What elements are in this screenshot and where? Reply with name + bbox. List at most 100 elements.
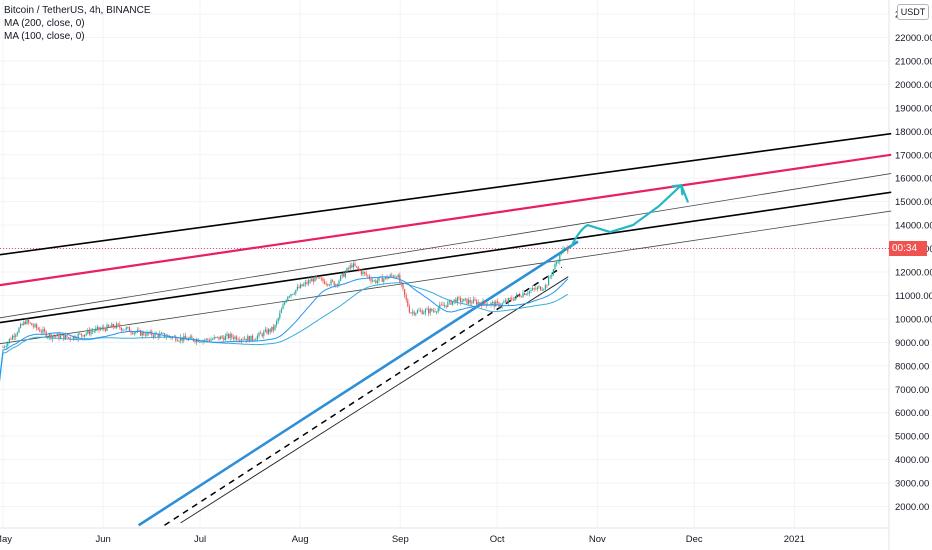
candle-body xyxy=(551,274,553,277)
candle-body xyxy=(24,321,26,325)
candle-body xyxy=(373,280,375,282)
candle-body xyxy=(53,336,55,337)
trendline-red-line[interactable] xyxy=(0,153,892,287)
ma100-label[interactable]: MA (100, close, 0) xyxy=(4,31,85,42)
trendline-channel-mid[interactable] xyxy=(0,191,892,324)
time-tick-label: Aug xyxy=(292,534,309,545)
candle-body xyxy=(322,278,324,282)
candle-body xyxy=(444,305,446,307)
ma100-line xyxy=(0,276,569,380)
candle-body xyxy=(143,331,145,335)
candle-body xyxy=(29,322,31,324)
candle-body xyxy=(312,278,314,282)
time-tick-label: May xyxy=(0,534,12,545)
candle-body xyxy=(448,300,450,302)
candle-body xyxy=(125,327,127,330)
price-tick-label: 7000.00 xyxy=(895,385,929,396)
candle-body xyxy=(394,276,396,278)
candle-body xyxy=(383,278,385,282)
candle-body xyxy=(200,341,202,343)
trendline-dashed-support[interactable] xyxy=(164,266,563,526)
candle-body xyxy=(439,304,441,309)
candle-body xyxy=(287,296,289,301)
candle-body xyxy=(284,302,286,305)
trendline-upper-thin[interactable] xyxy=(0,173,892,319)
candle-body xyxy=(405,295,407,300)
candle-body xyxy=(85,333,87,335)
candle-body xyxy=(242,339,244,341)
symbol-title[interactable]: Bitcoin / TetherUS, 4h, BINANCE xyxy=(4,5,151,16)
candle-body xyxy=(479,302,481,304)
price-tick-label: 5000.00 xyxy=(895,432,929,443)
candle-body xyxy=(352,263,354,268)
candle-body xyxy=(128,327,130,332)
candle-body xyxy=(314,276,316,282)
price-axis[interactable]: 2000.00 3000.00 4000.00 5000.00 6000.00 7000.… xyxy=(895,10,932,513)
candle-body xyxy=(452,301,454,305)
trendline-thin-support[interactable] xyxy=(180,276,569,524)
candle-body xyxy=(522,292,524,297)
candle-body xyxy=(330,280,332,285)
candle-body xyxy=(338,280,340,285)
candle-body xyxy=(351,265,353,268)
candle-body xyxy=(320,278,322,280)
candle-body xyxy=(391,274,393,276)
candle-body xyxy=(535,288,537,290)
trendlines[interactable] xyxy=(0,132,892,527)
candle-body xyxy=(132,332,134,334)
candle-body xyxy=(213,337,215,340)
candle-body xyxy=(544,285,546,290)
candle-body xyxy=(319,277,321,279)
candle-body xyxy=(228,333,230,339)
candle-body xyxy=(234,336,236,339)
candle-body xyxy=(244,338,246,340)
candle-body xyxy=(392,275,394,278)
projection-curve[interactable] xyxy=(570,184,683,248)
trendline-blue-trend[interactable] xyxy=(137,240,579,527)
candle-body xyxy=(191,336,193,339)
currency-badge[interactable]: USDT xyxy=(897,4,929,20)
candle-body xyxy=(26,319,28,325)
candle-body xyxy=(471,302,473,304)
time-axis[interactable]: May Jun Jul Aug Sep Oct Nov Dec 2021 xyxy=(0,534,805,545)
projection-arrowhead[interactable] xyxy=(671,184,684,196)
candle-body xyxy=(493,302,495,307)
ma200-label[interactable]: MA (200, close, 0) xyxy=(4,18,85,29)
candle-body xyxy=(464,298,466,300)
candle-body xyxy=(503,302,505,304)
candle-body xyxy=(447,301,449,307)
candle-body xyxy=(60,335,62,339)
candle-body xyxy=(477,302,479,305)
candle-body xyxy=(389,274,391,278)
candle-body xyxy=(255,339,257,341)
candle-body xyxy=(506,300,508,303)
trendline-channel-top[interactable] xyxy=(0,132,892,256)
time-tick-label: Sep xyxy=(392,534,409,545)
candle-body xyxy=(375,280,377,283)
candle-body xyxy=(154,333,156,337)
candle-body xyxy=(543,289,545,290)
candle-body xyxy=(160,333,162,334)
trendline-lower-thin[interactable] xyxy=(0,210,892,345)
candle-body xyxy=(304,282,306,285)
candle-body xyxy=(290,294,292,297)
candle-body xyxy=(548,276,550,286)
candle-body xyxy=(159,333,161,338)
candle-body xyxy=(127,327,129,328)
candle-body xyxy=(532,288,534,291)
candle-body xyxy=(362,271,364,275)
price-tick-label: 10000.00 xyxy=(895,314,932,325)
candle-body xyxy=(524,292,526,296)
projection-arrow[interactable] xyxy=(570,184,689,248)
candle-body xyxy=(40,331,42,333)
candle-body xyxy=(80,333,82,336)
chart-legend: Bitcoin / TetherUS, 4h, BINANCE MA (200,… xyxy=(4,4,151,43)
candle-body xyxy=(263,331,265,337)
price-tick-label: 3000.00 xyxy=(895,479,929,490)
candle-body xyxy=(557,261,559,263)
candle-body xyxy=(109,326,111,328)
candle-body xyxy=(410,312,412,314)
candle-body xyxy=(274,324,276,330)
candle-body xyxy=(82,335,84,337)
